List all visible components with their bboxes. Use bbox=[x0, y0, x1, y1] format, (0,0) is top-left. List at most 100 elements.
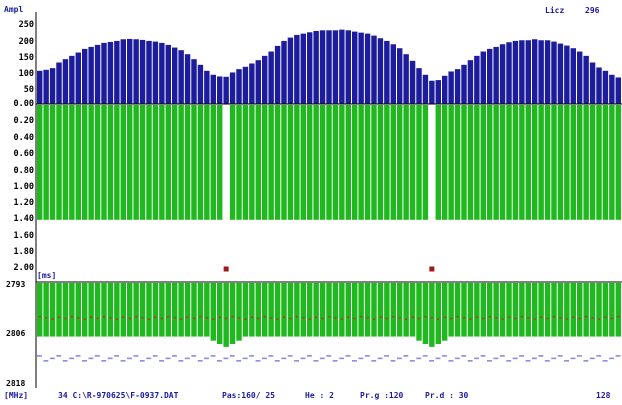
ms-bar bbox=[506, 283, 512, 337]
ms-dot bbox=[570, 357, 576, 360]
amplitude-bar bbox=[101, 42, 107, 104]
depth-bar bbox=[609, 105, 615, 220]
depth-bar bbox=[397, 105, 403, 220]
amplitude-bar bbox=[602, 70, 609, 104]
ms-bar bbox=[274, 283, 281, 337]
ms-bar bbox=[217, 283, 223, 344]
depth-bar bbox=[319, 105, 326, 220]
ms-dot bbox=[403, 355, 409, 357]
depth-bar bbox=[120, 105, 126, 220]
depth-bar bbox=[236, 105, 242, 220]
depth-bar bbox=[570, 105, 576, 220]
ms-dot bbox=[319, 357, 325, 360]
depth-bar bbox=[525, 105, 531, 220]
ms-trace-point bbox=[469, 318, 472, 320]
ms-bar bbox=[345, 283, 351, 337]
ms-bar bbox=[409, 283, 416, 337]
depth-bar bbox=[442, 105, 448, 220]
ms-trace-point bbox=[360, 315, 363, 318]
ms-trace-point bbox=[231, 315, 234, 318]
ms-trace-point bbox=[527, 317, 530, 319]
depth-bar bbox=[82, 105, 88, 220]
ms-trace-point bbox=[128, 317, 131, 320]
ms-dot bbox=[307, 355, 312, 357]
ms-dot bbox=[294, 360, 300, 362]
amplitude-bar bbox=[499, 44, 506, 104]
amplitude-bar bbox=[191, 59, 197, 104]
depth-bar bbox=[172, 105, 178, 220]
ms-dot bbox=[255, 360, 261, 362]
ms-trace-point bbox=[135, 315, 138, 318]
ms-dot bbox=[56, 355, 62, 357]
depth-bar bbox=[577, 105, 583, 220]
ms-trace-point bbox=[488, 315, 491, 318]
ms-trace-point bbox=[585, 315, 588, 318]
ms-bar bbox=[300, 283, 306, 337]
ms-bar bbox=[313, 283, 319, 337]
amplitude-bar bbox=[133, 39, 139, 105]
ms-bar bbox=[474, 283, 480, 337]
ms-unit-label: [ms] bbox=[37, 271, 57, 280]
ms-bar bbox=[609, 283, 615, 337]
amplitude-bar bbox=[120, 39, 126, 105]
depth-bar bbox=[589, 105, 596, 220]
ms-bar bbox=[377, 283, 384, 337]
depth-bar bbox=[454, 105, 461, 220]
amplitude-bar bbox=[544, 40, 551, 104]
ms-trace-point bbox=[417, 317, 421, 320]
depth-bar bbox=[493, 105, 499, 220]
depth-tick: 1.60 bbox=[13, 231, 34, 241]
ms-bar bbox=[262, 283, 268, 337]
amplitude-bar bbox=[487, 48, 493, 104]
ms-dot bbox=[461, 355, 467, 357]
ms-bar bbox=[596, 283, 602, 337]
ms-bar bbox=[223, 283, 229, 347]
depth-marker bbox=[429, 266, 435, 272]
amplitude-bar bbox=[217, 76, 223, 104]
depth-bar bbox=[94, 105, 101, 220]
amplitude-bar bbox=[287, 37, 294, 104]
ms-trace-point bbox=[604, 316, 607, 318]
ms-dot bbox=[178, 360, 184, 362]
amplitude-bar bbox=[358, 32, 364, 105]
depth-tick: 2.00 bbox=[13, 263, 34, 273]
depth-bar bbox=[49, 105, 56, 220]
ms-bar bbox=[538, 283, 544, 337]
ms-dot bbox=[435, 357, 441, 360]
ms-trace-point bbox=[392, 315, 395, 318]
ms-trace-point bbox=[559, 317, 562, 319]
depth-bar bbox=[242, 105, 249, 220]
depth-bar bbox=[127, 105, 133, 220]
depth-bar bbox=[152, 105, 159, 220]
ms-bar bbox=[255, 283, 261, 337]
depth-bar bbox=[409, 105, 416, 220]
ms-bar bbox=[525, 283, 531, 337]
ms-trace-point bbox=[379, 316, 382, 318]
depth-bar bbox=[448, 105, 454, 220]
ms-trace-point bbox=[51, 318, 54, 320]
ms-dot bbox=[300, 357, 306, 360]
amplitude-bar bbox=[390, 44, 396, 104]
amplitude-bar bbox=[609, 74, 615, 104]
ms-dot bbox=[229, 355, 235, 357]
ms-bar bbox=[435, 283, 441, 344]
ms-dot bbox=[384, 355, 390, 357]
ms-bar bbox=[532, 283, 538, 337]
ms-trace-point bbox=[514, 317, 517, 320]
ms-trace-point bbox=[109, 317, 112, 319]
amplitude-bar bbox=[223, 76, 229, 104]
depth-bar bbox=[191, 105, 197, 220]
amplitude-bar bbox=[62, 59, 69, 104]
amplitude-bar bbox=[403, 54, 409, 104]
depth-bar bbox=[56, 105, 62, 220]
amplitude-bar bbox=[94, 44, 101, 104]
depth-bar bbox=[602, 105, 609, 220]
depth-bar bbox=[133, 105, 139, 220]
ms-trace-point bbox=[237, 317, 241, 319]
ms-bar bbox=[551, 283, 557, 337]
depth-bar bbox=[352, 105, 358, 220]
depth-bar bbox=[512, 105, 519, 220]
ms-bar bbox=[416, 283, 422, 341]
amplitude-bar bbox=[242, 66, 249, 104]
depth-bar bbox=[268, 105, 274, 220]
